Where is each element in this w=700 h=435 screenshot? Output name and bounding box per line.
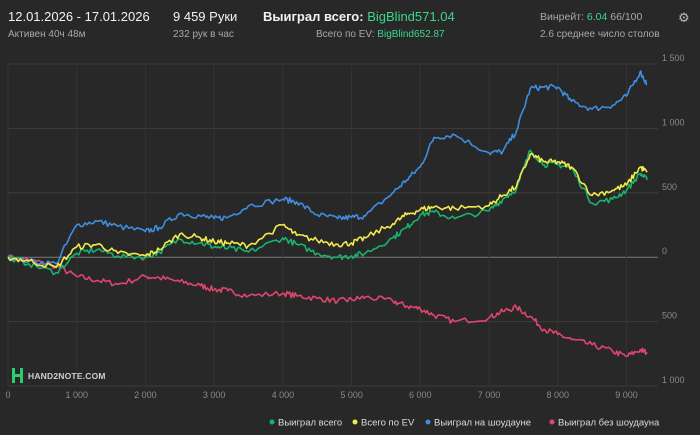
legend-swatch xyxy=(425,419,431,425)
legend-label: Выиграл на шоудауне xyxy=(434,418,531,429)
active-time: Активен 40ч 48м xyxy=(8,29,86,40)
profit-chart: 1 500 1 000 500 0 500 1 000 0 1 000 2 000 3 000 4… xyxy=(5,53,685,429)
x-tick-label: 6 000 xyxy=(409,390,432,400)
x-tick-label: 3 000 xyxy=(203,390,226,400)
ev-total-value: BigBlind652.87 xyxy=(377,29,445,40)
hands-per-hour: 232 рук в час xyxy=(173,29,234,40)
y-tick-label: 1 500 xyxy=(662,53,685,63)
x-tick-label: 8 000 xyxy=(546,390,569,400)
x-axis: 0 1 000 2 000 3 000 4 000 5 000 6 000 7 000 8 00… xyxy=(5,390,637,400)
x-tick-label: 7 000 xyxy=(478,390,501,400)
won-total-label: Выиграл всего: xyxy=(263,9,364,24)
avg-tables: 2.6 среднее число столов xyxy=(540,29,660,40)
y-tick-label: 1 000 xyxy=(662,117,685,127)
legend-label: Всего по EV xyxy=(361,418,415,429)
x-tick-label: 4 000 xyxy=(272,390,295,400)
legend-swatch xyxy=(549,419,555,425)
winrate-label: Винрейт: xyxy=(540,11,584,23)
summary-header: 12.01.2026 - 17.01.2026 Активен 40ч 48м … xyxy=(0,0,700,50)
y-tick-label: 1 000 xyxy=(662,375,685,385)
x-tick-label: 9 000 xyxy=(615,390,638,400)
date-range: 12.01.2026 - 17.01.2026 xyxy=(8,9,150,24)
settings-gear-icon[interactable]: ⚙ xyxy=(678,10,690,25)
hands-count: 9 459 Руки xyxy=(173,9,238,24)
series-line xyxy=(7,149,648,276)
logo-mark-bar xyxy=(12,374,23,377)
series-line xyxy=(7,254,648,358)
won-total-value: BigBlind571.04 xyxy=(367,9,455,24)
series-line xyxy=(7,152,648,269)
y-tick-label: 500 xyxy=(662,182,677,192)
x-tick-label: 5 000 xyxy=(340,390,363,400)
chart-legend: Выиграл всего Всего по EV Выиграл на шоуда… xyxy=(269,418,660,429)
series-line xyxy=(7,70,648,267)
chart-grid xyxy=(7,63,658,387)
ev-total-label: Всего по EV: xyxy=(316,29,375,40)
winrate-suffix: 66/100 xyxy=(610,11,643,23)
y-tick-label: 0 xyxy=(662,246,667,256)
legend-label: Выиграл всего xyxy=(278,418,342,429)
x-tick-label: 2 000 xyxy=(134,390,157,400)
chart-lines xyxy=(7,70,648,358)
y-axis: 1 500 1 000 500 0 500 1 000 xyxy=(662,53,685,385)
logo-text: HAND2NOTE.COM xyxy=(28,371,106,381)
legend-swatch xyxy=(352,419,358,425)
winrate: Винрейт: 6.04 66/100 xyxy=(540,11,642,23)
y-tick-label: 500 xyxy=(662,311,677,321)
legend-swatch xyxy=(269,419,275,425)
legend-label: Выиграл без шоудауна xyxy=(558,418,660,429)
ev-total: Всего по EV: BigBlind652.87 xyxy=(316,29,445,40)
x-tick-label: 1 000 xyxy=(65,390,88,400)
hand2note-logo: HAND2NOTE.COM xyxy=(12,368,106,383)
winrate-value: 6.04 xyxy=(586,11,608,23)
won-total: Выиграл всего: BigBlind571.04 xyxy=(263,9,455,24)
x-tick-label: 0 xyxy=(5,390,10,400)
